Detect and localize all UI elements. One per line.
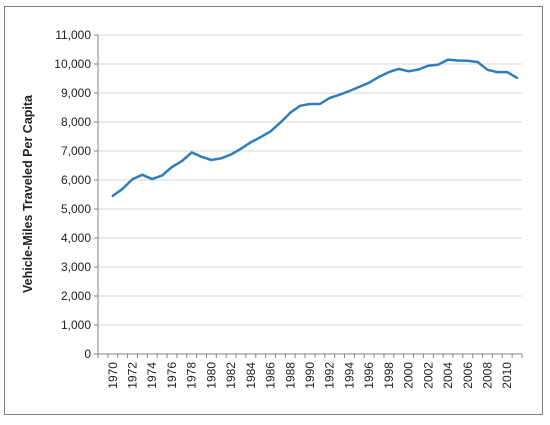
x-tick-label: 1980 <box>204 362 218 389</box>
y-tick-label: 4,000 <box>61 231 91 245</box>
x-tick-label: 1994 <box>342 362 356 389</box>
x-tick-label: 1984 <box>244 362 258 389</box>
y-tick-label: 2,000 <box>61 289 91 303</box>
y-tick-label: 3,000 <box>61 260 91 274</box>
x-tick-label: 1982 <box>224 362 238 389</box>
x-tick-label: 1990 <box>303 362 317 389</box>
x-tick-label: 1972 <box>126 362 140 389</box>
y-tick-label: 11,000 <box>55 28 91 42</box>
y-tick-label: 1,000 <box>61 318 91 332</box>
x-tick-label: 1970 <box>106 362 120 389</box>
x-tick-label: 1976 <box>165 362 179 389</box>
chart-frame <box>4 6 543 415</box>
x-tick-label: 1996 <box>362 362 376 389</box>
y-tick-label: 9,000 <box>61 86 91 100</box>
y-tick-label: 7,000 <box>61 144 91 158</box>
x-tick-label: 2010 <box>500 362 514 389</box>
y-axis-label: Vehicle-Miles Traveled Per Capita <box>21 94 35 293</box>
x-tick-label: 1978 <box>185 362 199 389</box>
x-tick-label: 1998 <box>382 362 396 389</box>
x-tick-label: 1992 <box>323 362 337 389</box>
x-tick-label: 1988 <box>283 362 297 389</box>
x-tick-label: 2002 <box>421 362 435 389</box>
x-tick-label: 1986 <box>264 362 278 389</box>
y-tick-label: 8,000 <box>61 115 91 129</box>
y-tick-label: 5,000 <box>61 202 91 216</box>
x-tick-label: 2006 <box>461 362 475 389</box>
y-tick-label: 10,000 <box>54 57 91 71</box>
y-tick-label: 6,000 <box>61 173 91 187</box>
x-tick-label: 2000 <box>402 362 416 389</box>
x-tick-label: 1974 <box>145 362 159 389</box>
x-tick-label: 2008 <box>480 362 494 389</box>
y-tick-label: 0 <box>84 347 91 361</box>
x-tick-label: 2004 <box>441 362 455 389</box>
series-line <box>111 58 519 198</box>
